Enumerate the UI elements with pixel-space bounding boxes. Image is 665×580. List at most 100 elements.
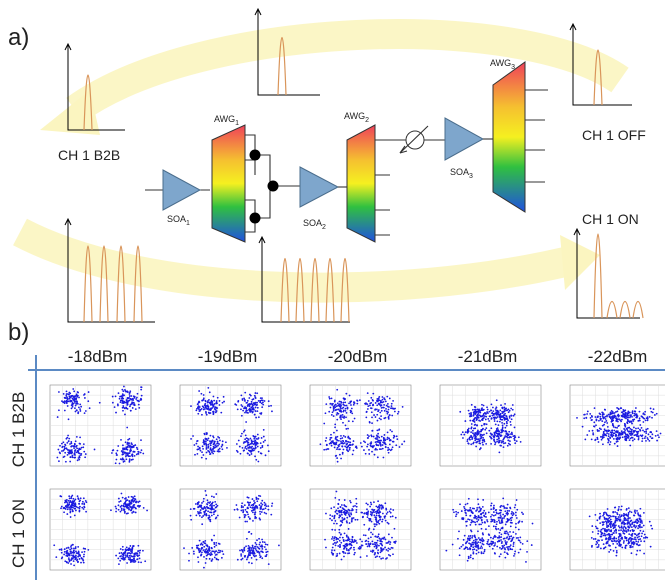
scatter-dot	[631, 423, 633, 425]
scatter-dot	[371, 411, 373, 413]
scatter-dot	[468, 410, 470, 412]
scatter-dot	[75, 449, 77, 451]
scatter-dot	[243, 398, 245, 400]
scatter-dot	[477, 411, 479, 413]
scatter-dot	[365, 402, 367, 404]
scatter-dot	[374, 525, 376, 527]
scatter-dot	[349, 442, 351, 444]
scatter-dot	[253, 450, 255, 452]
scatter-dot	[343, 547, 345, 549]
scatter-dot	[126, 504, 128, 506]
scatter-dot	[337, 402, 339, 404]
scatter-dot	[61, 506, 63, 508]
scatter-dot	[77, 451, 79, 453]
scatter-dot	[473, 540, 475, 542]
scatter-dot	[642, 429, 644, 431]
scatter-dot	[375, 542, 377, 544]
scatter-dot	[370, 550, 372, 552]
scatter-dot	[367, 437, 369, 439]
scatter-dot	[481, 551, 483, 553]
scatter-dot	[397, 413, 399, 415]
scatter-dot	[356, 400, 358, 402]
scatter-dot	[490, 537, 492, 539]
scatter-dot	[258, 400, 260, 402]
scatter-dot	[348, 528, 350, 530]
scatter-dot	[367, 516, 369, 518]
scatter-dot	[476, 425, 478, 427]
scatter-dot	[499, 556, 501, 558]
scatter-dot	[210, 453, 212, 455]
scatter-dot	[264, 546, 266, 548]
scatter-dot	[478, 537, 480, 539]
scatter-dot	[349, 449, 351, 451]
scatter-dot	[624, 416, 626, 418]
scatter-dot	[467, 430, 469, 432]
scatter-dot	[335, 542, 337, 544]
scatter-dot	[130, 446, 132, 448]
scatter-dot	[354, 505, 356, 507]
scatter-dot	[470, 529, 472, 531]
scatter-dot	[114, 406, 116, 408]
scatter-dot	[480, 523, 482, 525]
scatter-dot	[217, 445, 219, 447]
scatter-dot	[116, 459, 118, 461]
scatter-dot	[484, 549, 486, 551]
scatter-dot	[594, 426, 596, 428]
scatter-dot	[369, 506, 371, 508]
scatter-dot	[250, 450, 252, 452]
scatter-dot	[83, 562, 85, 564]
scatter-dot	[121, 493, 123, 495]
scatter-dot	[509, 410, 511, 412]
scatter-dot	[481, 436, 483, 438]
scatter-dot	[629, 546, 631, 548]
scatter-dot	[380, 516, 382, 518]
column-header: -20dBm	[328, 347, 388, 366]
scatter-dot	[639, 550, 641, 552]
scatter-dot	[642, 421, 644, 423]
scatter-dot	[117, 405, 119, 407]
scatter-dot	[217, 397, 219, 399]
scatter-dot	[389, 541, 391, 543]
scatter-dot	[77, 507, 79, 509]
scatter-dot	[379, 537, 381, 539]
component-label: AWG2	[344, 111, 369, 124]
scatter-dot	[367, 443, 369, 445]
scatter-dot	[345, 408, 347, 410]
scatter-dot	[244, 555, 246, 557]
scatter-dot	[205, 432, 207, 434]
scatter-dot	[74, 508, 76, 510]
scatter-dot	[206, 452, 208, 454]
scatter-dot	[510, 519, 512, 521]
scatter-dot	[333, 432, 335, 434]
scatter-dot	[206, 548, 208, 550]
scatter-dot	[211, 560, 213, 562]
scatter-dot	[78, 498, 80, 500]
scatter-dot	[73, 500, 75, 502]
scatter-dot	[208, 517, 210, 519]
scatter-dot	[351, 510, 353, 512]
scatter-dot	[373, 528, 375, 530]
scatter-dot	[64, 452, 66, 454]
scatter-dot	[236, 450, 238, 452]
scatter-dot	[208, 406, 210, 408]
scatter-dot	[501, 442, 503, 444]
scatter-dot	[499, 441, 501, 443]
scatter-dot	[334, 426, 336, 428]
scatter-dot	[68, 557, 70, 559]
scatter-dot	[223, 401, 225, 403]
scatter-dot	[210, 444, 212, 446]
scatter-dot	[478, 552, 480, 554]
scatter-dot	[214, 442, 216, 444]
scatter-dot	[490, 438, 492, 440]
scatter-dot	[490, 427, 492, 429]
scatter-dot	[200, 512, 202, 514]
scatter-dot	[119, 560, 121, 562]
scatter-dot	[385, 408, 387, 410]
scatter-dot	[388, 418, 390, 420]
scatter-dot	[496, 546, 498, 548]
scatter-dot	[340, 520, 342, 522]
scatter-dot	[602, 415, 604, 417]
scatter-dot	[377, 433, 379, 435]
scatter-dot	[66, 513, 68, 515]
scatter-dot	[473, 419, 475, 421]
